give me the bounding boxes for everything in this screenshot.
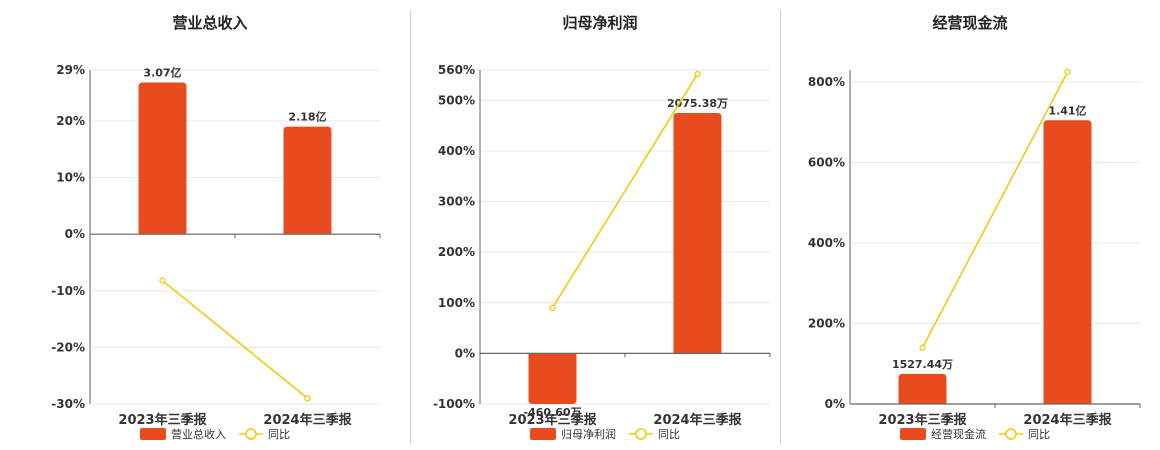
bar-data-label: 1.41亿 [1048, 103, 1086, 117]
legend-line-label: 同比 [1028, 428, 1050, 441]
bar [283, 126, 332, 235]
chart-title: 经营现金流 [932, 14, 1008, 32]
legend-line-marker [1005, 428, 1017, 440]
y-tick-label: 10% [56, 171, 85, 185]
yoy-line [921, 71, 1069, 349]
y-tick-label: 400% [438, 144, 475, 158]
y-tick-label: 400% [808, 236, 845, 250]
yoy-point [304, 395, 311, 402]
y-tick-label: 800% [808, 75, 845, 89]
bar-data-label: 2.18亿 [288, 110, 326, 124]
yoy-line [551, 73, 699, 309]
y-tick-label: 100% [438, 296, 475, 310]
x-category-label: 2024年三季报 [1023, 412, 1112, 428]
bar [138, 82, 187, 235]
yoy-line [161, 279, 309, 399]
chart-panel-net-profit: 归母净利润 560% 500% 400% 300% 200% 100% 0% -100% -46… [420, 0, 780, 450]
chart-svg: 800% 600% 400% 200% 0% 1527.44万 1.41亿 2023年三季报 2… [808, 68, 1141, 441]
legend-bar-swatch [530, 428, 556, 440]
legend-bar-label: 经营现金流 [931, 427, 986, 441]
y-tick-label: 560% [438, 63, 475, 77]
chart-panel-operating-cashflow: 经营现金流 800% 600% 400% 200% 0% 1527.44万 1.41亿 202… [790, 0, 1150, 450]
bar-data-label: 1527.44万 [892, 358, 953, 371]
y-tick-label: -30% [51, 397, 85, 411]
y-tick-label: 0% [825, 397, 845, 411]
legend-bar-swatch [140, 428, 166, 440]
legend-line-label: 同比 [268, 428, 290, 441]
yoy-point [919, 344, 926, 351]
y-tick-label: 200% [808, 317, 845, 331]
y-tick-label: 300% [438, 195, 475, 209]
yoy-point [549, 304, 556, 311]
bar [528, 353, 577, 404]
bar [1043, 120, 1092, 404]
chart-svg: 560%500%400%300%200%100%0%-100%-460.60万2… [433, 63, 771, 441]
bar-data-label: 2075.38万 [667, 97, 728, 110]
y-tick-label: 600% [808, 156, 845, 170]
chart-svg: 29% 20% 10% 0% -10% -20% -30% 3.07亿 2.18亿 2023年三季… [51, 63, 381, 441]
y-tick-label: 200% [438, 245, 475, 259]
x-category-label: 2023年三季报 [878, 412, 967, 428]
yoy-point [159, 277, 166, 284]
bar [673, 113, 722, 354]
x-category-label: 2024年三季报 [653, 412, 742, 428]
y-tick-label: -100% [433, 397, 475, 411]
y-tick-label: 0% [455, 346, 475, 360]
legend-line-label: 同比 [658, 428, 680, 441]
y-tick-label: 500% [438, 93, 475, 107]
y-tick-label: -20% [51, 340, 85, 354]
legend-line-marker [245, 428, 257, 440]
y-tick-label: -10% [51, 284, 85, 298]
legend-bar-swatch [900, 428, 926, 440]
y-tick-label: 20% [56, 114, 85, 128]
chart-panel-revenue: 营业总收入 29% 20% 10% 0% -10% -20% -30% 3.07亿 2.18亿 2… [30, 0, 390, 450]
legend-line-marker [635, 428, 647, 440]
panel-divider [410, 10, 411, 444]
yoy-point [694, 70, 701, 78]
chart-title: 归母净利润 [562, 14, 638, 32]
x-category-label: 2023年三季报 [508, 412, 597, 428]
bar-data-label: -460.60万 [523, 406, 581, 419]
legend-bar-label: 归母净利润 [561, 427, 616, 441]
bar [898, 373, 947, 404]
yoy-point [1064, 68, 1071, 76]
legend-bar-label: 营业总收入 [171, 427, 226, 441]
y-tick-label: 0% [65, 227, 85, 241]
x-category-label: 2024年三季报 [263, 412, 352, 428]
y-tick-label: 29% [56, 63, 85, 77]
bar-data-label: 3.07亿 [143, 65, 181, 79]
chart-title: 营业总收入 [172, 14, 248, 32]
x-category-label: 2023年三季报 [118, 412, 207, 428]
panel-divider [780, 10, 781, 444]
